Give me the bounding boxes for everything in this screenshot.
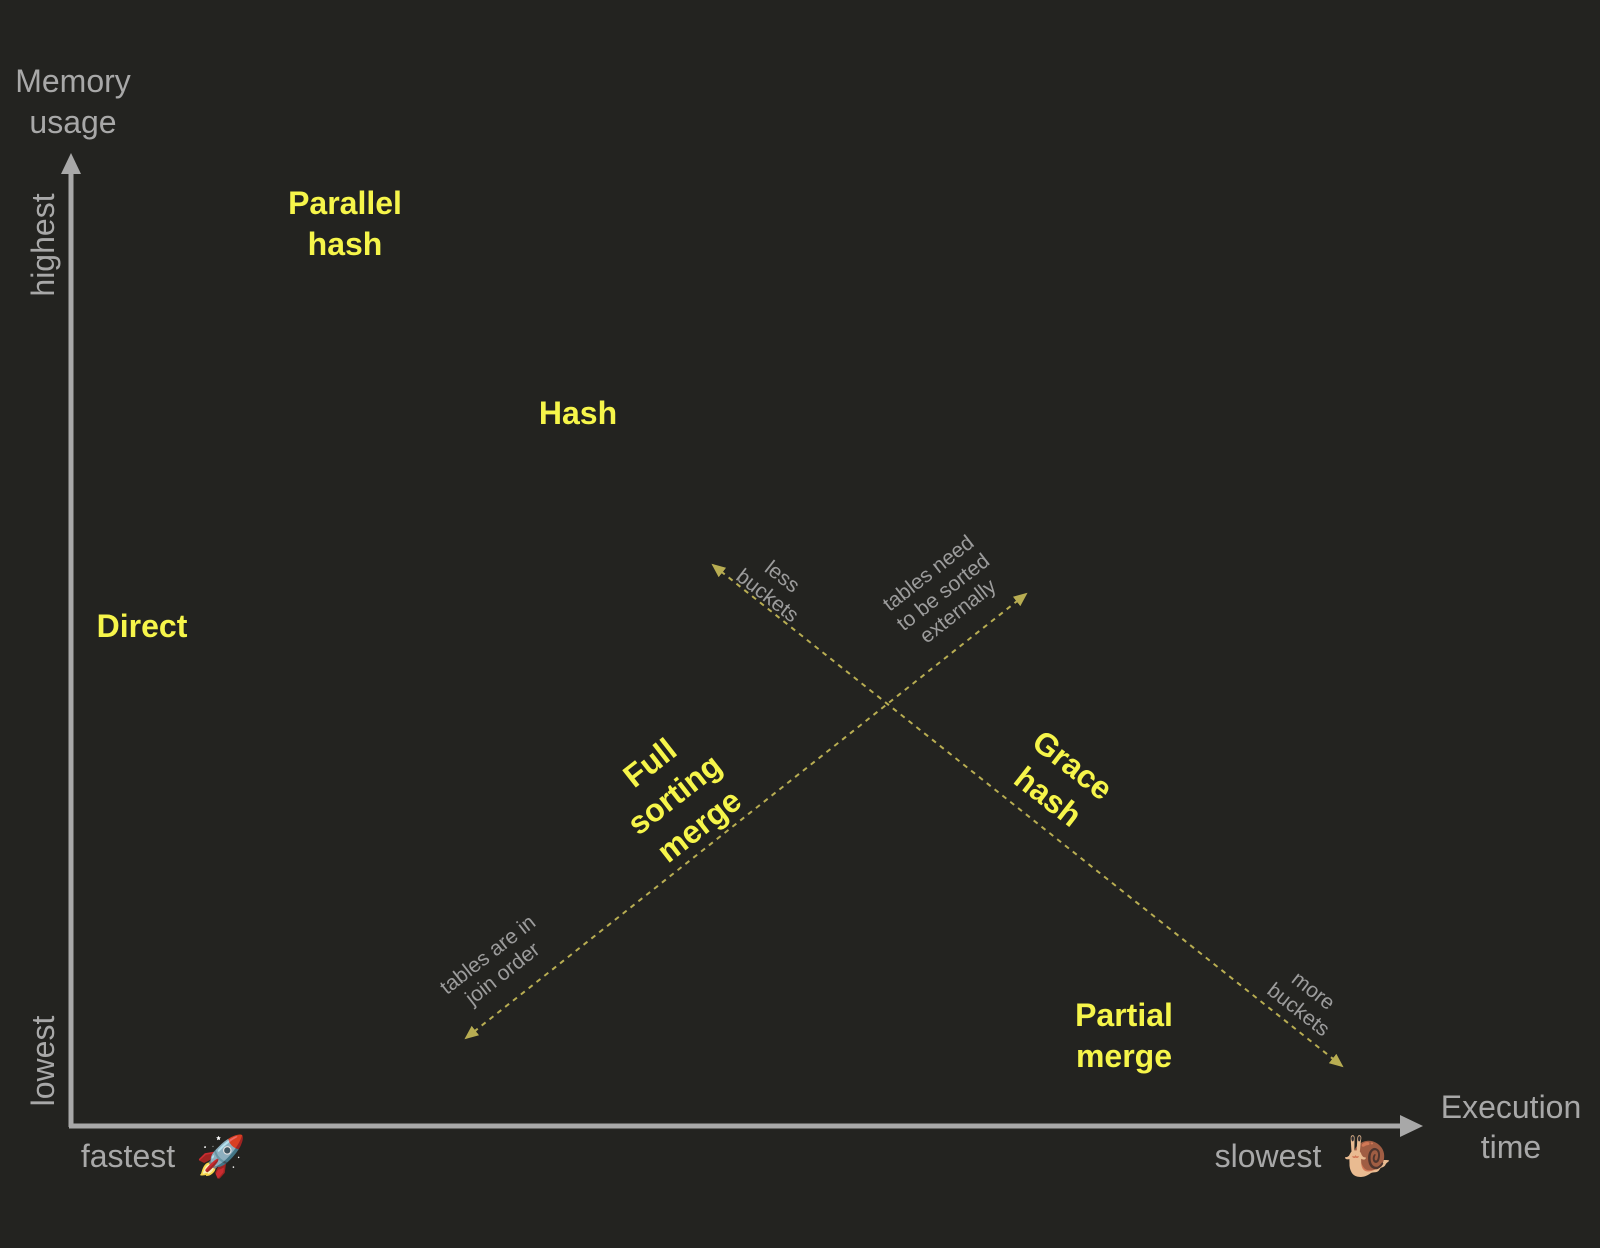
full-sorting-merge-label: Full sorting merge: [616, 731, 748, 869]
sorting-tradeoff-line: [464, 592, 1028, 1040]
y-axis: [61, 153, 81, 1127]
y-axis-high-label: highest: [25, 193, 61, 296]
sorted-externally-note: tables need to be sorted externally: [879, 531, 1001, 648]
partial-merge-label-line-1: Partial: [1075, 997, 1173, 1033]
x-axis-low-label: fastest: [81, 1138, 175, 1174]
rocket-icon: 🚀: [196, 1133, 246, 1179]
y-axis-low-label: lowest: [25, 1016, 61, 1107]
y-axis-title-line-1: Memory: [15, 63, 131, 99]
x-axis: [69, 1115, 1423, 1137]
partial-merge-label-line-2: merge: [1076, 1038, 1172, 1074]
x-axis-high-label: slowest: [1215, 1138, 1322, 1174]
snail-icon: 🐌: [1342, 1134, 1392, 1179]
grace-hash-label: Grace hash: [1008, 723, 1120, 834]
direct-label: Direct: [97, 608, 188, 644]
join-order-note: tables are in join order: [436, 911, 545, 1011]
buckets-tradeoff-line: [711, 563, 1344, 1068]
more-buckets-note: more buckets: [1263, 967, 1339, 1041]
x-axis-title-line-1: Execution: [1441, 1089, 1582, 1125]
x-axis-title-line-2: time: [1481, 1129, 1541, 1165]
hash-label: Hash: [539, 395, 617, 431]
y-axis-arrow-icon: [61, 153, 81, 174]
less-buckets-note: less buckets: [732, 556, 804, 627]
parallel-hash-label-line-2: hash: [308, 226, 383, 262]
parallel-hash-label-line-1: Parallel: [288, 185, 402, 221]
y-axis-title-line-2: usage: [29, 104, 116, 140]
x-axis-arrow-icon: [1400, 1115, 1423, 1137]
